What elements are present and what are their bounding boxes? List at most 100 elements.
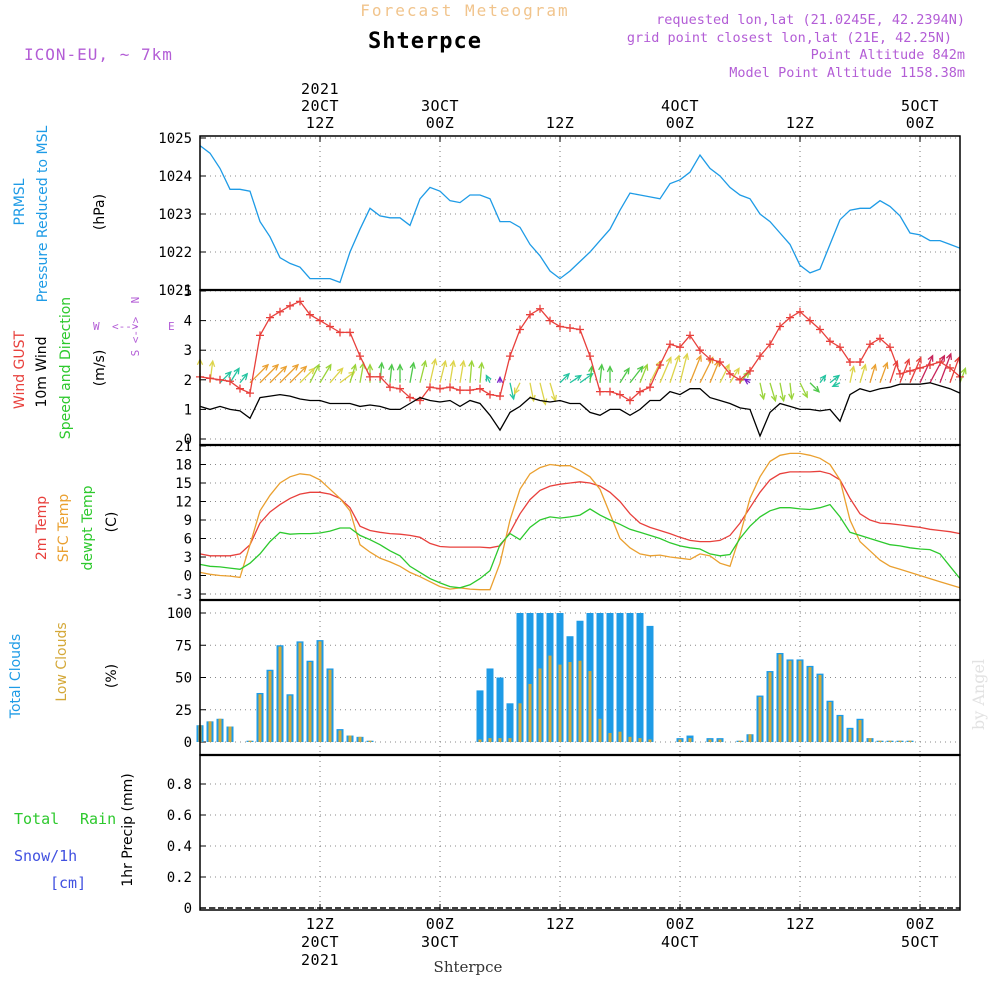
low-cloud-bar [858, 720, 862, 742]
wind-arrow [779, 382, 786, 403]
wind-arrow-head [513, 387, 520, 395]
total-cloud-bar [506, 703, 514, 742]
wind-arrow-head [280, 365, 288, 373]
watermark: by Angel [969, 659, 988, 730]
y-tick-label: 0.2 [167, 870, 192, 886]
top-time-label: 12Z [546, 114, 575, 132]
wind-frame [199, 289, 961, 446]
wind-arrow [831, 381, 841, 388]
y-tick-label: 21 [175, 439, 192, 455]
bottom-time-label: 12Z [546, 915, 575, 933]
gust-marker [476, 384, 484, 393]
wind-arrow-shaft [799, 382, 808, 398]
compass-north: N [129, 297, 142, 304]
wind-arrow-head [695, 354, 702, 362]
wind-arrow-head [870, 363, 877, 371]
wind-arrow [849, 365, 856, 383]
gust-marker [636, 387, 644, 396]
wind-arrow [429, 357, 438, 383]
total-cloud-bar [496, 677, 504, 742]
wind-arrow [709, 359, 720, 384]
temp-sfc-ylabel: SFC Temp [56, 494, 72, 563]
gust-marker [916, 363, 924, 372]
wind-arrow-shaft [779, 382, 785, 401]
wind-arrow-shaft [869, 364, 877, 383]
y-tick-label: 0 [184, 569, 192, 585]
wind-arrow-shaft [639, 364, 648, 384]
wind-arrow [939, 352, 952, 383]
panel-ylabels: PRMSL Pressure Reduced to MSL (hPa) Wind GU… [8, 125, 136, 886]
wind-arrow [759, 382, 766, 401]
wind-arrow [439, 359, 448, 383]
gust-marker [356, 352, 364, 361]
y-tick-label: 75 [175, 638, 192, 654]
wind-arrow-head [831, 381, 839, 388]
wind-arrow [909, 356, 922, 384]
wind-arrow-head [788, 393, 795, 401]
gust-marker [206, 374, 214, 383]
wind-arrow-head [350, 363, 357, 371]
gust-marker [506, 352, 514, 361]
wind-arrow [959, 366, 967, 383]
wind-arrow-shaft [899, 359, 910, 383]
wind-unit-label: (m/s) [92, 350, 108, 387]
wind-arrow-head [904, 357, 911, 366]
wind-arrow-shaft [359, 362, 365, 383]
gust-marker [616, 390, 624, 399]
gust-marker [626, 396, 634, 405]
wind-arrow [719, 363, 730, 384]
gust-marker [946, 363, 954, 372]
gust-marker [896, 369, 904, 378]
low-cloud-bar [648, 739, 652, 742]
top-time-label: 3OCT [421, 97, 459, 115]
top-time-label: 00Z [426, 114, 455, 132]
wind-arrow-shaft [859, 364, 867, 383]
wind-arrow-shaft [809, 382, 820, 393]
wind-arrow [629, 365, 644, 384]
wind-arrow [459, 359, 466, 383]
gust-marker [326, 322, 334, 331]
y-tick-label: 12 [175, 495, 192, 511]
wind-arrow [269, 365, 288, 384]
low-cloud-bar [848, 729, 852, 742]
wind-arrow-shaft [629, 366, 644, 384]
y-tick-label: 15 [175, 476, 192, 492]
wind-arrow [559, 372, 571, 384]
wind-arrow-shaft [529, 382, 535, 401]
precip-rain-label: Rain [80, 810, 116, 828]
bottom-time-label: 00Z [906, 915, 935, 933]
gust-marker [866, 340, 874, 349]
wind-arrow-shaft [589, 366, 593, 383]
wind-arrow-head [409, 361, 416, 369]
wind-arrow [319, 363, 332, 384]
10m-wind-line [199, 382, 961, 438]
gust-marker [726, 369, 734, 378]
y-tick-label: 100 [167, 606, 192, 622]
precip-total-label: Total [14, 810, 59, 828]
wind-arrow-shaft [509, 382, 515, 400]
wind-arrow [509, 382, 516, 401]
low-cloud-bar [318, 641, 322, 742]
gust-marker [576, 325, 584, 334]
wind-arrow-shaft [619, 368, 630, 384]
wind-arrow-shaft [479, 362, 483, 383]
gust-marker [826, 337, 834, 346]
wind-arrow-shaft [339, 371, 355, 384]
wind-arrow-shaft [449, 361, 455, 383]
clouds-unit-label: (%) [104, 664, 120, 688]
wind-arrow-head [272, 363, 280, 371]
wind-arrow-head [946, 352, 952, 360]
gust-marker [746, 366, 754, 375]
wind-arrow-head [927, 354, 934, 362]
wind-arrow [449, 359, 456, 383]
wind-arrow-head [682, 352, 690, 360]
wind-arrow [329, 367, 344, 384]
y-tick-label: 3 [184, 550, 192, 566]
top-time-label: 5OCT [901, 97, 939, 115]
wind-arrow-shaft [919, 355, 934, 384]
y-tick-label: 9 [184, 513, 192, 529]
gust-marker [936, 358, 944, 367]
wind-arrow-shaft [959, 368, 967, 383]
total-cloud-bar [606, 613, 614, 742]
wind-arrow [606, 365, 614, 383]
